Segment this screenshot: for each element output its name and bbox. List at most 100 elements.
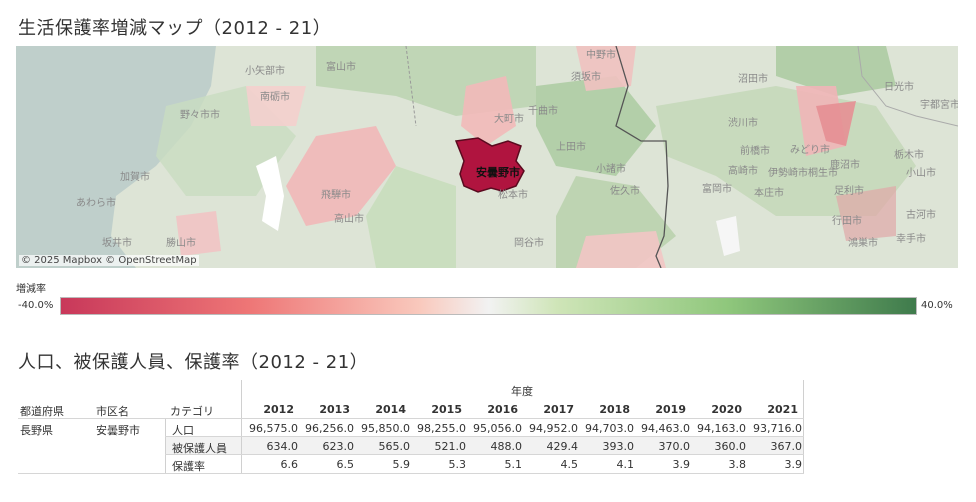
- column-header-year[interactable]: 2014: [375, 403, 406, 416]
- table-divider: [803, 380, 804, 474]
- category-cell: 被保護人員: [172, 442, 227, 455]
- region: [286, 126, 396, 226]
- region: [461, 76, 516, 146]
- map-label: 桐生市: [808, 168, 838, 179]
- value-cell: 4.5: [560, 458, 579, 471]
- column-header-year[interactable]: 2015: [431, 403, 462, 416]
- table-divider: [241, 380, 242, 474]
- map-label: みどり市: [790, 145, 830, 156]
- region: [536, 76, 656, 176]
- map-label: 渋川市: [728, 118, 758, 129]
- map-canvas[interactable]: [16, 46, 958, 268]
- highlighted-city-region[interactable]: [454, 137, 525, 193]
- choropleth-map[interactable]: 中野市 小矢部市 富山市 須坂市 沼田市 日光市 宇都宮市 南砺市 大町市 千曲…: [16, 46, 958, 268]
- column-header-year[interactable]: 2013: [319, 403, 350, 416]
- legend-max-label: 40.0%: [921, 300, 953, 311]
- value-cell: 94,703.0: [585, 422, 634, 435]
- prefecture-border: [615, 46, 669, 268]
- map-label: 小諸市: [596, 164, 626, 175]
- value-cell: 3.9: [784, 458, 803, 471]
- map-label: あわら市: [76, 198, 116, 209]
- map-label: 足利市: [834, 186, 864, 197]
- map-label: 中野市: [586, 50, 616, 61]
- region: [576, 231, 666, 268]
- column-header-prefecture[interactable]: 都道府県: [20, 405, 64, 418]
- value-cell: 96,575.0: [249, 422, 298, 435]
- value-cell: 94,463.0: [641, 422, 690, 435]
- value-cell: 623.0: [322, 440, 355, 453]
- value-cell: 370.0: [658, 440, 691, 453]
- map-label: 富岡市: [702, 184, 732, 195]
- value-cell: 93,716.0: [753, 422, 802, 435]
- highlighted-city-label: 安曇野市: [476, 166, 520, 179]
- category-bg: [166, 437, 241, 454]
- map-label: 勝山市: [166, 238, 196, 249]
- region: [776, 46, 896, 96]
- value-cell: 367.0: [770, 440, 803, 453]
- value-cell: 360.0: [714, 440, 747, 453]
- row-bg: [242, 437, 803, 454]
- map-label: 松本市: [498, 190, 528, 201]
- map-label: 佐久市: [610, 186, 640, 197]
- column-header-year[interactable]: 2021: [767, 403, 798, 416]
- region: [576, 46, 636, 91]
- column-header-category[interactable]: カテゴリ: [170, 405, 214, 418]
- value-cell: 6.6: [280, 458, 299, 471]
- table-divider: [165, 436, 804, 437]
- value-cell: 429.4: [546, 440, 579, 453]
- column-header-year[interactable]: 2020: [711, 403, 742, 416]
- map-label: 南砺市: [260, 92, 290, 103]
- value-cell: 565.0: [378, 440, 411, 453]
- column-header-year[interactable]: 2017: [543, 403, 574, 416]
- map-label: 幸手市: [896, 234, 926, 245]
- table-divider: [165, 454, 804, 455]
- map-label: 大町市: [494, 114, 524, 125]
- value-cell: 5.1: [504, 458, 523, 471]
- value-cell: 94,163.0: [697, 422, 746, 435]
- value-cell: 95,850.0: [361, 422, 410, 435]
- legend-title: 増減率: [16, 284, 46, 295]
- table-divider: [18, 473, 804, 474]
- map-label: 飛騨市: [321, 190, 351, 201]
- category-cell: 保護率: [172, 460, 205, 473]
- map-label: 栃木市: [894, 150, 924, 161]
- map-label: 富山市: [326, 62, 356, 73]
- map-label: 前橋市: [740, 146, 770, 157]
- column-header-year[interactable]: 2012: [263, 403, 294, 416]
- category-cell: 人口: [172, 424, 194, 437]
- map-label: 鹿沼市: [830, 160, 860, 171]
- map-label: 野々市市: [180, 110, 220, 121]
- value-cell: 3.9: [672, 458, 691, 471]
- value-cell: 634.0: [266, 440, 299, 453]
- map-label: 日光市: [884, 82, 914, 93]
- map-label: 本庄市: [754, 188, 784, 199]
- value-cell: 94,952.0: [529, 422, 578, 435]
- value-cell: 521.0: [434, 440, 467, 453]
- prefecture-border: [405, 46, 417, 127]
- column-header-year[interactable]: 2018: [599, 403, 630, 416]
- value-cell: 4.1: [616, 458, 635, 471]
- map-attribution[interactable]: © 2025 Mapbox © OpenStreetMap: [19, 255, 199, 266]
- map-label: 伊勢崎市: [768, 168, 808, 179]
- column-header-year[interactable]: 2016: [487, 403, 518, 416]
- map-label: 行田市: [832, 216, 862, 227]
- map-label: 坂井市: [102, 238, 132, 249]
- value-cell: 5.9: [392, 458, 411, 471]
- region: [836, 186, 896, 241]
- column-header-city[interactable]: 市区名: [96, 405, 129, 418]
- map-label: 高山市: [334, 214, 364, 225]
- value-cell: 95,056.0: [473, 422, 522, 435]
- prefecture-cell: 長野県: [20, 424, 53, 437]
- value-cell: 98,255.0: [417, 422, 466, 435]
- column-header-year[interactable]: 2019: [655, 403, 686, 416]
- map-label: 須坂市: [571, 72, 601, 83]
- region: [366, 166, 456, 268]
- value-cell: 393.0: [602, 440, 635, 453]
- map-label: 古河市: [906, 210, 936, 221]
- value-cell: 488.0: [490, 440, 523, 453]
- value-cell: 6.5: [336, 458, 355, 471]
- map-label: 小矢部市: [245, 66, 285, 77]
- map-label: 宇都宮市: [920, 100, 958, 111]
- map-label: 高崎市: [728, 166, 758, 177]
- value-cell: 96,256.0: [305, 422, 354, 435]
